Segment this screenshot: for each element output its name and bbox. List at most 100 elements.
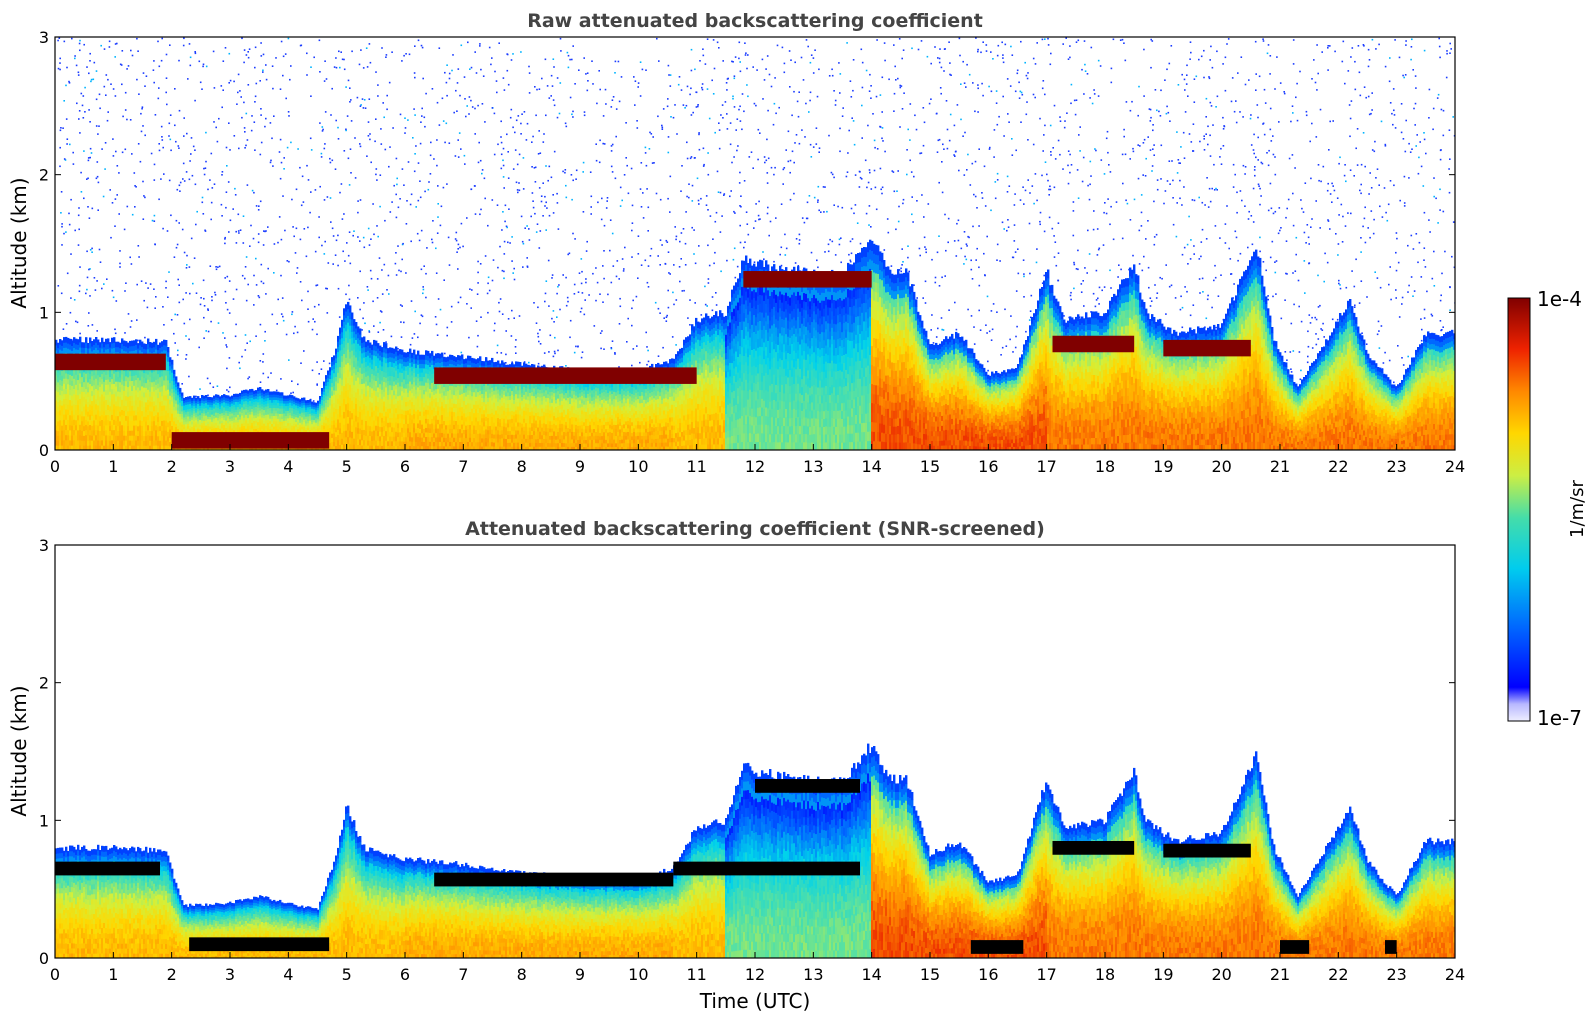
noise-point [1048,194,1050,196]
heat-cell [123,400,126,406]
noise-point [137,245,140,247]
heat-cell [75,404,78,411]
noise-point [1332,120,1334,122]
noise-point [77,244,80,246]
noise-point [1433,250,1435,253]
noise-point [211,187,214,189]
heat-cell [71,405,74,411]
noise-point [130,263,133,265]
noise-point [1097,95,1100,97]
heat-cell [119,376,122,383]
noise-point [852,89,854,92]
noise-point [469,288,471,290]
noise-point [552,194,554,196]
noise-point [195,223,197,226]
noise-point [590,206,592,208]
noise-point [1143,95,1145,97]
heat-cell [211,404,214,408]
noise-point [1187,263,1189,265]
noise-point [859,171,861,173]
heat-cell [55,374,58,381]
heat-cell [71,340,74,346]
noise-point [1004,308,1006,311]
noise-point [657,115,659,118]
noise-point [243,127,246,129]
heat-cell [67,439,70,446]
heat-cell [67,343,70,349]
noise-point [1360,183,1362,186]
noise-point [236,103,238,105]
noise-point [1087,229,1089,232]
noise-point [1267,164,1270,167]
heat-cell [187,396,190,400]
noise-point [503,89,506,91]
noise-point [127,65,130,67]
noise-point [399,198,401,200]
noise-point [1010,45,1012,48]
heat-cell [77,414,80,421]
heat-cell [165,405,168,411]
heat-cell [211,418,214,422]
heat-cell [145,406,148,413]
noise-point [625,122,627,124]
noise-point [318,216,320,218]
noise-point [312,318,314,320]
heat-cell [111,414,114,421]
noise-point [715,304,718,306]
noise-point [1179,197,1181,200]
noise-point [66,272,69,275]
heat-cell [205,420,208,424]
noise-point [221,171,224,173]
noise-point [299,238,302,241]
noise-point [618,366,620,368]
noise-point [307,308,309,310]
noise-point [145,75,148,77]
noise-point [255,205,258,207]
noise-point [1291,105,1294,107]
heat-cell [137,425,140,432]
noise-point [244,131,246,133]
noise-point [759,132,761,134]
heat-cell [171,384,174,390]
noise-point [63,40,66,43]
heat-cell [133,395,136,401]
heat-cell [111,434,114,441]
noise-point [455,231,458,234]
noise-point [598,161,601,164]
noise-point [838,238,841,241]
noise-point [194,183,197,186]
heat-cell [69,444,72,450]
noise-point [358,63,361,66]
noise-point [479,159,482,162]
heat-cell [193,425,196,429]
noise-point [983,252,985,255]
noise-point [640,162,643,164]
noise-point [633,76,635,78]
noise-point [551,85,554,87]
heat-cell [101,414,104,420]
noise-point [947,241,949,244]
noise-point [376,225,378,227]
noise-point [362,67,365,69]
noise-point [1334,50,1336,53]
heat-cell [83,376,86,383]
heat-cell [141,435,144,441]
heat-cell [71,380,74,386]
noise-point [238,232,240,234]
noise-point [1065,37,1067,39]
noise-point [522,242,525,245]
heat-cell [145,348,148,355]
noise-point [758,200,760,203]
noise-point [1072,210,1075,212]
noise-point [1032,57,1035,60]
heat-cell [101,419,104,426]
noise-point [516,163,519,166]
heat-cell [189,401,192,405]
heat-cell [153,410,156,417]
noise-point [1227,38,1230,40]
noise-point [1353,285,1356,288]
heat-cell [113,444,116,450]
noise-point [1405,44,1407,46]
noise-point [464,163,466,165]
noise-point [203,337,205,339]
